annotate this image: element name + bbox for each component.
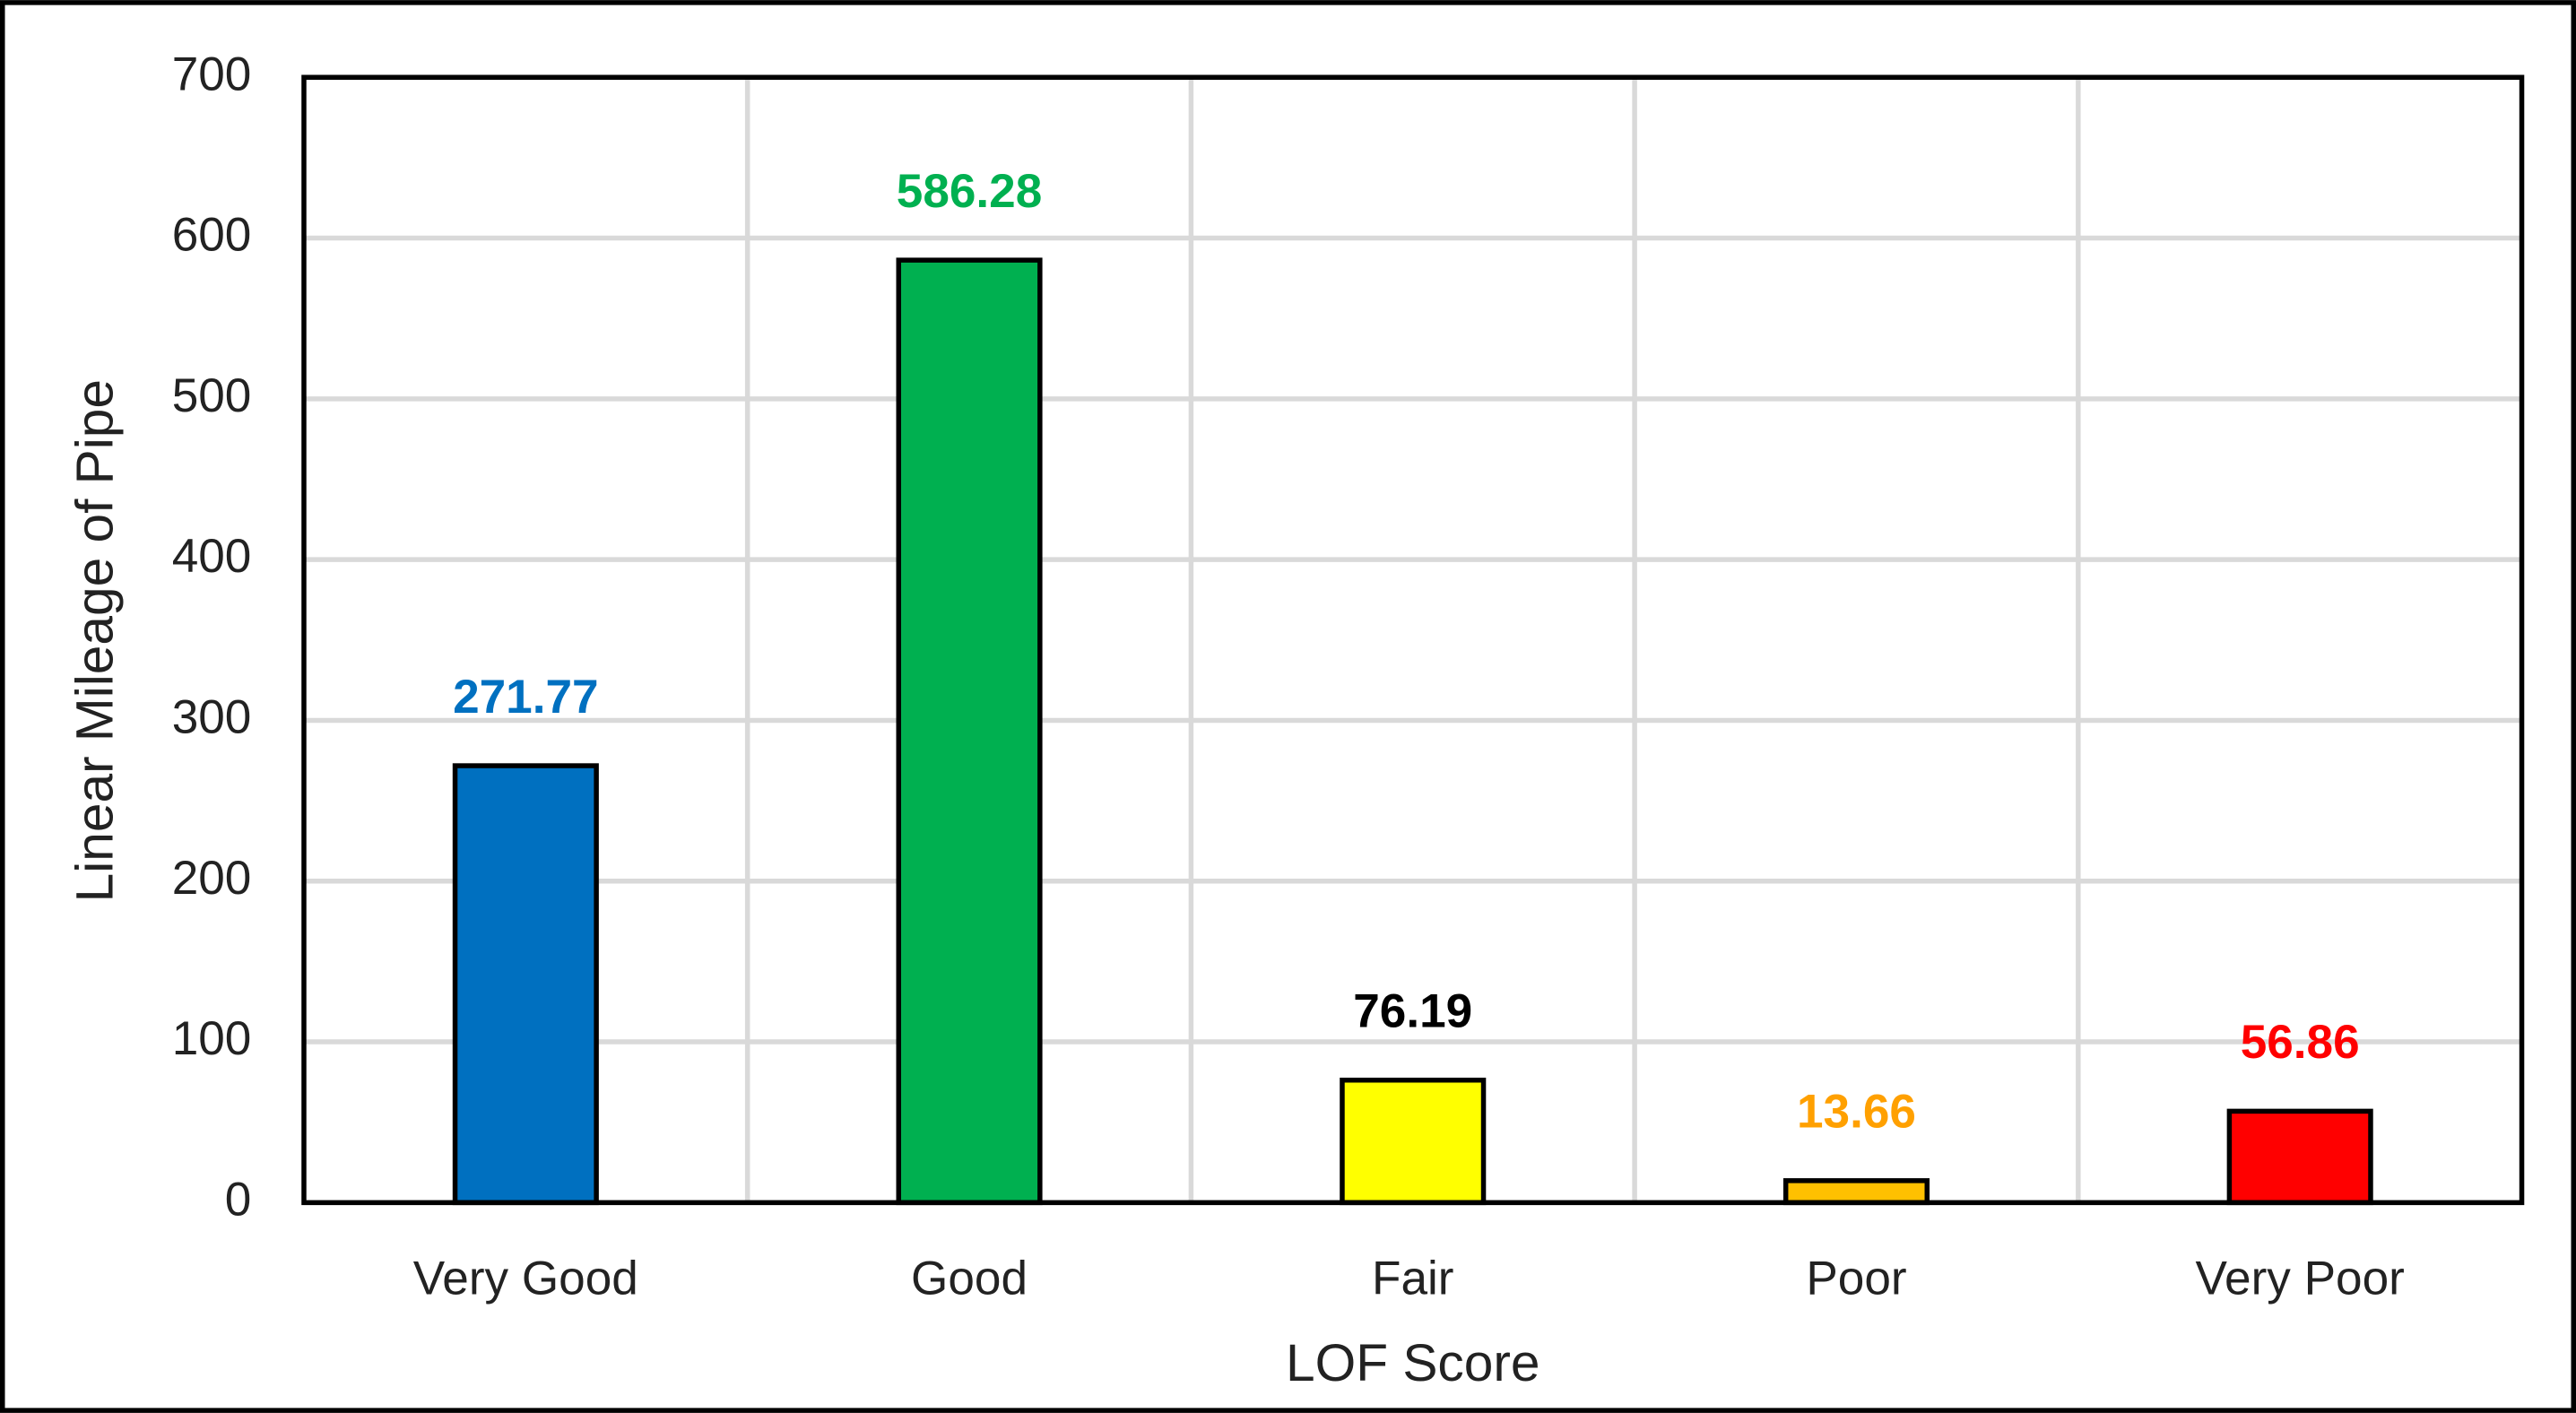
y-tick-label: 500 [172,369,252,422]
bar [1340,1077,1487,1206]
y-tick-label: 300 [172,690,252,743]
x-tick-label: Very Good [413,1252,638,1305]
marks: 271.77 586.28 76.19 13.66 56.86 [452,165,2373,1206]
y-axis-label: Linear Mileage of Pipe [65,379,124,902]
plot-border [301,74,2525,1206]
x-tick-label: Fair [1372,1252,1454,1305]
value-label: 586.28 [897,165,1043,218]
bar [452,763,599,1206]
y-tick-label: 700 [172,48,252,100]
bar [2226,1108,2373,1206]
value-label: 76.19 [1353,984,1472,1037]
value-label: 56.86 [2241,1016,2360,1069]
value-label: 271.77 [453,671,599,724]
x-tick-label: Very Poor [2196,1252,2405,1305]
y-tick-label: 100 [172,1012,252,1065]
value-label: 13.66 [1797,1086,1916,1139]
grid [303,74,2522,1206]
bar [896,257,1043,1206]
y-tick-label: 400 [172,530,252,583]
x-axis-label: LOF Score [1286,1334,1540,1392]
y-tick-label: 200 [172,852,252,905]
y-tick-label: 600 [172,209,252,262]
x-tick-label: Good [911,1252,1028,1305]
y-tick-label: 0 [225,1173,252,1226]
bar [1782,1178,1930,1206]
x-tick-label: Poor [1806,1252,1906,1305]
